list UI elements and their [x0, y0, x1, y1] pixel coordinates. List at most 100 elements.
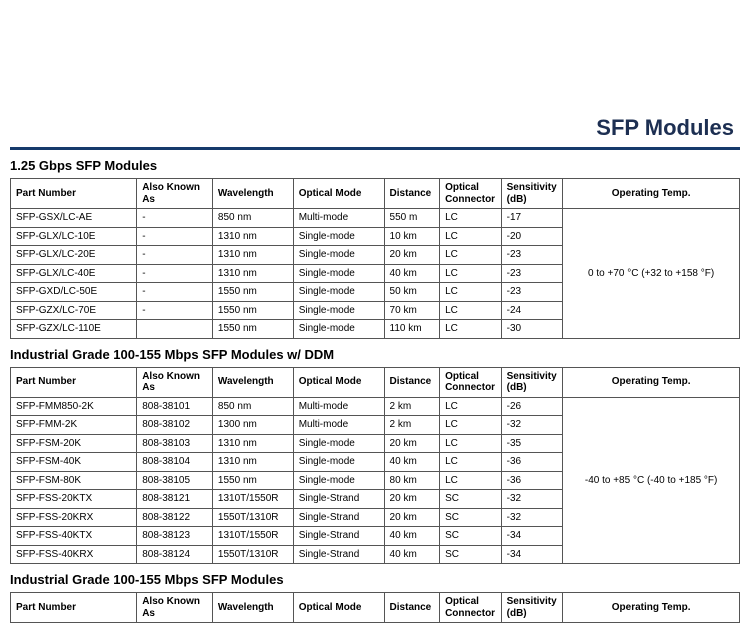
cell-sens: -17 — [501, 209, 563, 228]
header-optical_connector: Optical Connector — [440, 179, 502, 209]
cell-wl: 1550 nm — [212, 283, 293, 302]
cell-sens: -32 — [501, 416, 563, 435]
cell-pn: SFP-FSS-40KTX — [11, 527, 137, 546]
cell-pn: SFP-FMM-2K — [11, 416, 137, 435]
cell-aka: 808-38104 — [137, 453, 213, 472]
header-operating_temp: Operating Temp. — [563, 367, 740, 397]
cell-wl: 1550T/1310R — [212, 545, 293, 564]
cell-oc: SC — [440, 527, 502, 546]
cell-om: Single-Strand — [293, 490, 384, 509]
cell-oc: LC — [440, 227, 502, 246]
cell-wl: 1300 nm — [212, 416, 293, 435]
cell-pn: SFP-GLX/LC-20E — [11, 246, 137, 265]
header-optical_connector: Optical Connector — [440, 367, 502, 397]
cell-wl: 1550 nm — [212, 320, 293, 339]
cell-pn: SFP-GZX/LC-110E — [11, 320, 137, 339]
cell-wl: 1310 nm — [212, 453, 293, 472]
cell-operating-temp: 0 to +70 °C (+32 to +158 °F) — [563, 209, 740, 339]
cell-oc: LC — [440, 320, 502, 339]
header-wavelength: Wavelength — [212, 179, 293, 209]
header-operating_temp: Operating Temp. — [563, 179, 740, 209]
cell-aka — [137, 320, 213, 339]
cell-aka: - — [137, 227, 213, 246]
cell-pn: SFP-FSM-40K — [11, 453, 137, 472]
cell-wl: 1550T/1310R — [212, 508, 293, 527]
header-optical_mode: Optical Mode — [293, 179, 384, 209]
cell-sens: -20 — [501, 227, 563, 246]
cell-pn: SFP-GLX/LC-10E — [11, 227, 137, 246]
header-also_known_as: Also Known As — [137, 367, 213, 397]
cell-dist: 20 km — [384, 246, 440, 265]
header-optical_mode: Optical Mode — [293, 367, 384, 397]
cell-oc: SC — [440, 490, 502, 509]
cell-pn: SFP-FSM-80K — [11, 471, 137, 490]
header-also_known_as: Also Known As — [137, 179, 213, 209]
cell-dist: 550 m — [384, 209, 440, 228]
cell-dist: 2 km — [384, 397, 440, 416]
header-wavelength: Wavelength — [212, 367, 293, 397]
cell-wl: 1310T/1550R — [212, 527, 293, 546]
cell-sens: -35 — [501, 434, 563, 453]
cell-aka: - — [137, 301, 213, 320]
cell-wl: 1310T/1550R — [212, 490, 293, 509]
cell-oc: LC — [440, 397, 502, 416]
cell-dist: 40 km — [384, 453, 440, 472]
cell-om: Single-mode — [293, 453, 384, 472]
header-part_number: Part Number — [11, 367, 137, 397]
cell-oc: LC — [440, 264, 502, 283]
cell-om: Single-Strand — [293, 508, 384, 527]
cell-oc: SC — [440, 508, 502, 527]
page-root: SFP Modules 1.25 Gbps SFP ModulesPart Nu… — [0, 115, 750, 633]
header-part_number: Part Number — [11, 593, 137, 623]
cell-wl: 1310 nm — [212, 246, 293, 265]
cell-aka: - — [137, 246, 213, 265]
cell-dist: 20 km — [384, 490, 440, 509]
cell-dist: 2 km — [384, 416, 440, 435]
cell-oc: LC — [440, 246, 502, 265]
cell-om: Single-mode — [293, 301, 384, 320]
cell-aka: 808-38102 — [137, 416, 213, 435]
section-heading: Industrial Grade 100-155 Mbps SFP Module… — [10, 572, 740, 587]
cell-pn: SFP-GZX/LC-70E — [11, 301, 137, 320]
table-row: SFP-FMM850-2K808-38101850 nmMulti-mode2 … — [11, 397, 740, 416]
title-rule — [10, 147, 740, 150]
cell-sens: -36 — [501, 453, 563, 472]
cell-sens: -36 — [501, 471, 563, 490]
cell-sens: -23 — [501, 283, 563, 302]
header-distance: Distance — [384, 179, 440, 209]
cell-aka: 808-38103 — [137, 434, 213, 453]
cell-aka: - — [137, 264, 213, 283]
cell-operating-temp: -40 to +85 °C (-40 to +185 °F) — [563, 397, 740, 564]
spec-table: Part NumberAlso Known AsWavelengthOptica… — [10, 367, 740, 565]
cell-aka: 808-38124 — [137, 545, 213, 564]
cell-dist: 50 km — [384, 283, 440, 302]
spec-table: Part NumberAlso Known AsWavelengthOptica… — [10, 592, 740, 623]
table-header-row: Part NumberAlso Known AsWavelengthOptica… — [11, 367, 740, 397]
table-row: SFP-GSX/LC-AE-850 nmMulti-mode550 mLC-17… — [11, 209, 740, 228]
cell-om: Single-mode — [293, 246, 384, 265]
cell-pn: SFP-FSM-20K — [11, 434, 137, 453]
cell-dist: 80 km — [384, 471, 440, 490]
table-header-row: Part NumberAlso Known AsWavelengthOptica… — [11, 593, 740, 623]
page-title: SFP Modules — [10, 115, 740, 141]
cell-pn: SFP-FMM850-2K — [11, 397, 137, 416]
cell-wl: 1310 nm — [212, 434, 293, 453]
header-part_number: Part Number — [11, 179, 137, 209]
spec-table: Part NumberAlso Known AsWavelengthOptica… — [10, 178, 740, 339]
cell-wl: 1310 nm — [212, 264, 293, 283]
cell-sens: -24 — [501, 301, 563, 320]
cell-oc: LC — [440, 434, 502, 453]
header-optical_connector: Optical Connector — [440, 593, 502, 623]
cell-aka: 808-38123 — [137, 527, 213, 546]
cell-om: Single-mode — [293, 264, 384, 283]
cell-oc: LC — [440, 416, 502, 435]
cell-pn: SFP-GXD/LC-50E — [11, 283, 137, 302]
cell-pn: SFP-GSX/LC-AE — [11, 209, 137, 228]
cell-sens: -32 — [501, 508, 563, 527]
cell-wl: 850 nm — [212, 209, 293, 228]
cell-dist: 20 km — [384, 508, 440, 527]
cell-oc: SC — [440, 545, 502, 564]
cell-dist: 40 km — [384, 527, 440, 546]
cell-om: Single-Strand — [293, 545, 384, 564]
cell-oc: LC — [440, 453, 502, 472]
